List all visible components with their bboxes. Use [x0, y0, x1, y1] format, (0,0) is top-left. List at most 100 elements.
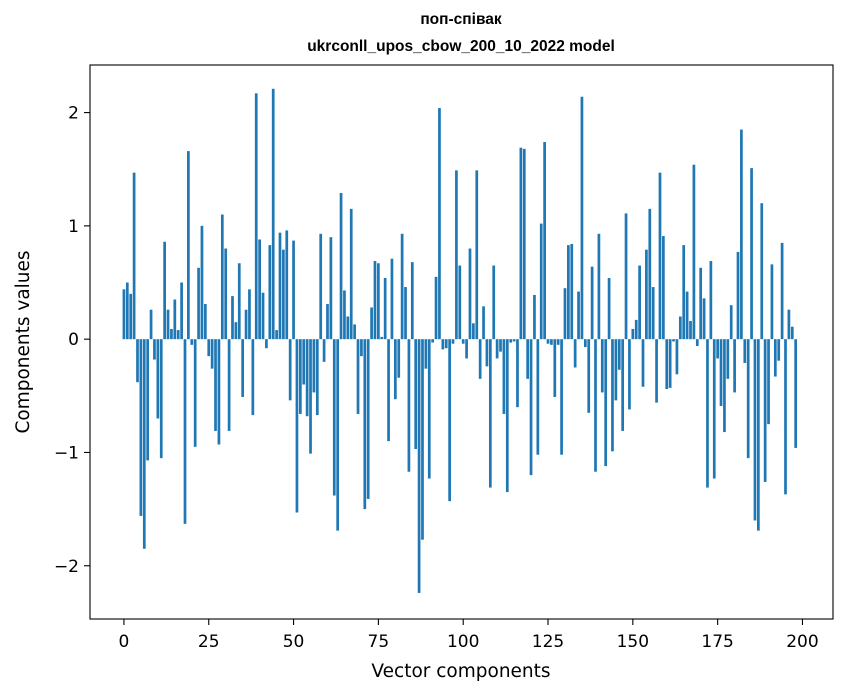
bar-71 [363, 339, 367, 510]
bar-33 [234, 322, 238, 340]
bar-128 [556, 339, 560, 345]
x-axis-label: Vector components [371, 661, 550, 682]
bar-132 [570, 244, 574, 340]
bar-198 [794, 339, 798, 448]
bar-42 [265, 339, 268, 349]
bar-112 [502, 339, 506, 414]
bar-43 [268, 245, 272, 340]
bar-59 [322, 339, 326, 362]
bar-179 [729, 305, 733, 340]
bar-61 [329, 237, 333, 340]
bar-27 [214, 339, 217, 431]
bar-124 [543, 142, 546, 340]
bar-118 [522, 148, 526, 340]
bar-83 [404, 287, 407, 340]
bar-189 [763, 339, 767, 482]
bar-23 [200, 225, 204, 340]
bar-21 [193, 339, 197, 447]
bar-149 [628, 339, 631, 410]
bars-group [122, 88, 798, 593]
bar-95 [444, 339, 448, 349]
bar-188 [760, 203, 764, 340]
bar-152 [638, 265, 641, 340]
bar-191 [770, 264, 774, 340]
bar-29 [220, 214, 224, 340]
bar-87 [417, 339, 421, 593]
bar-37 [248, 289, 251, 340]
bar-171 [702, 298, 706, 340]
bar-63 [336, 339, 340, 531]
bar-194 [780, 242, 784, 340]
bar-148 [624, 213, 628, 340]
bar-142 [604, 339, 608, 467]
x-tick-label: 50 [283, 632, 305, 652]
bar-52 [298, 339, 302, 414]
bar-161 [668, 339, 672, 388]
y-axis-label: Components values [13, 250, 34, 433]
x-tick-label: 125 [532, 632, 564, 652]
bar-105 [478, 339, 482, 379]
bar-28 [217, 339, 221, 445]
bar-150 [631, 328, 635, 340]
bar-175 [716, 339, 719, 359]
bar-125 [546, 339, 550, 344]
bar-117 [519, 147, 523, 340]
bar-94 [441, 339, 445, 350]
bar-168 [692, 164, 696, 340]
bar-180 [733, 339, 736, 393]
bar-84 [407, 339, 411, 472]
bar-80 [393, 339, 397, 400]
bar-66 [346, 316, 350, 340]
bar-85 [410, 262, 414, 340]
bar-62 [332, 339, 336, 496]
bar-0 [122, 289, 126, 340]
bar-111 [499, 339, 502, 352]
bar-11 [159, 339, 163, 459]
bar-146 [617, 339, 621, 370]
bar-65 [343, 290, 346, 340]
bar-17 [180, 282, 183, 340]
bar-78 [387, 339, 390, 442]
bar-69 [356, 339, 360, 414]
bar-155 [648, 208, 652, 340]
bar-130 [563, 288, 567, 340]
bar-186 [753, 339, 757, 521]
bar-15 [173, 299, 177, 340]
bar-145 [614, 339, 618, 401]
bar-140 [597, 233, 601, 340]
bar-25 [207, 339, 211, 357]
bar-114 [509, 339, 513, 343]
bar-151 [634, 319, 638, 340]
y-tick-label: 0 [68, 330, 79, 350]
bar-14 [170, 328, 173, 340]
bar-41 [261, 292, 265, 340]
bar-18 [183, 339, 187, 524]
bar-131 [567, 245, 570, 340]
bar-122 [536, 339, 540, 455]
bar-108 [488, 339, 492, 488]
bar-79 [390, 258, 394, 340]
bar-50 [292, 240, 295, 340]
bar-144 [611, 339, 614, 452]
bar-16 [176, 330, 180, 340]
bar-53 [302, 339, 306, 385]
bar-115 [512, 339, 516, 342]
bar-119 [526, 339, 530, 379]
bar-143 [607, 277, 611, 340]
bar-81 [397, 339, 401, 378]
bar-127 [553, 339, 557, 397]
plot-frame [89, 64, 834, 620]
bar-36 [244, 309, 248, 340]
bar-57 [315, 339, 319, 416]
bar-157 [655, 339, 658, 403]
bar-92 [434, 276, 438, 340]
bar-19 [187, 151, 190, 340]
bar-166 [685, 291, 689, 340]
bar-169 [695, 339, 699, 346]
bar-40 [258, 239, 261, 340]
bar-49 [288, 339, 292, 401]
bar-45 [275, 330, 278, 340]
bar-197 [790, 326, 794, 340]
y-axis-ticks: −2 −1 0 1 2 [54, 104, 90, 577]
bar-162 [672, 339, 675, 342]
